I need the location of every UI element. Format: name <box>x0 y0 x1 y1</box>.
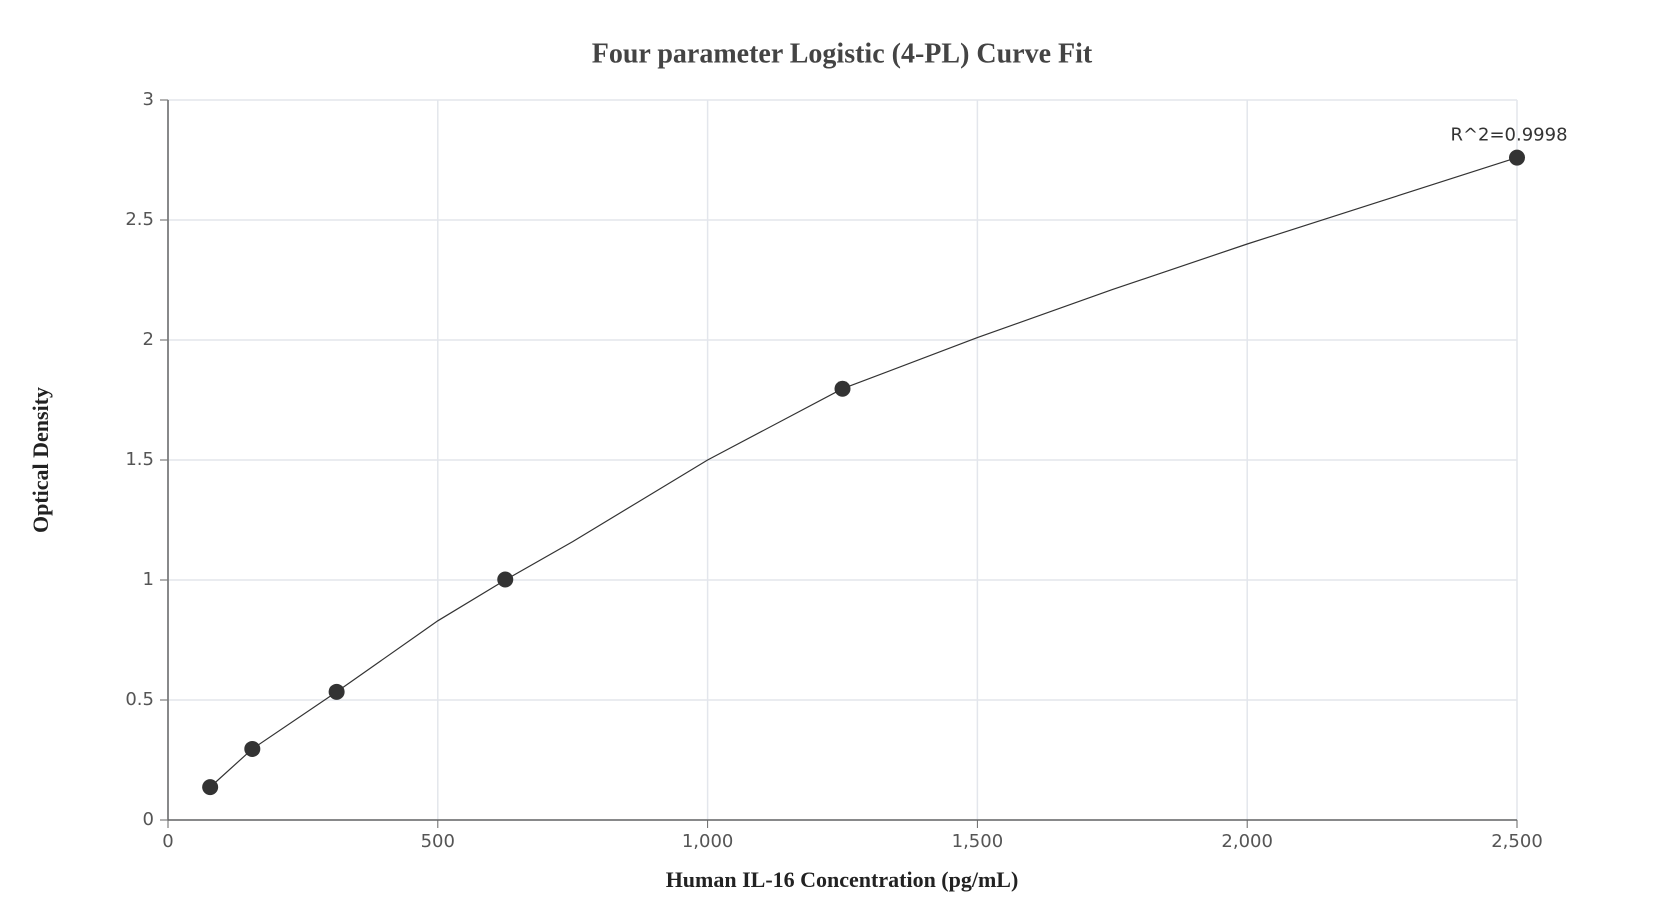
data-point <box>1509 149 1525 166</box>
x-tick-label: 1,000 <box>682 831 734 852</box>
data-point <box>328 683 345 700</box>
x-tick-label: 500 <box>421 831 455 852</box>
y-tick-label: 2 <box>143 329 154 350</box>
y-axis-label: Optical Density <box>28 387 53 533</box>
data-point <box>497 571 514 588</box>
y-tick-label: 3 <box>143 89 154 110</box>
y-tick-label: 0.5 <box>125 689 154 710</box>
y-tick-label: 1.5 <box>125 449 154 470</box>
annotation: R^2=0.9998 <box>1450 125 1567 146</box>
y-tick-label: 2.5 <box>125 209 154 230</box>
fit-curve <box>209 157 1518 788</box>
y-tick-label: 1 <box>143 569 154 590</box>
y-tick-label: 0 <box>143 809 154 830</box>
x-tick-label: 1,500 <box>952 831 1004 852</box>
data-point <box>202 779 219 796</box>
x-tick-label: 2,000 <box>1221 831 1273 852</box>
x-tick-label: 0 <box>162 831 173 852</box>
data-point <box>834 380 851 397</box>
x-axis-label: Human IL-16 Concentration (pg/mL) <box>666 867 1019 892</box>
chart-title: Four parameter Logistic (4-PL) Curve Fit <box>592 38 1093 69</box>
x-tick-label: 2,500 <box>1491 831 1543 852</box>
data-point <box>244 740 261 757</box>
